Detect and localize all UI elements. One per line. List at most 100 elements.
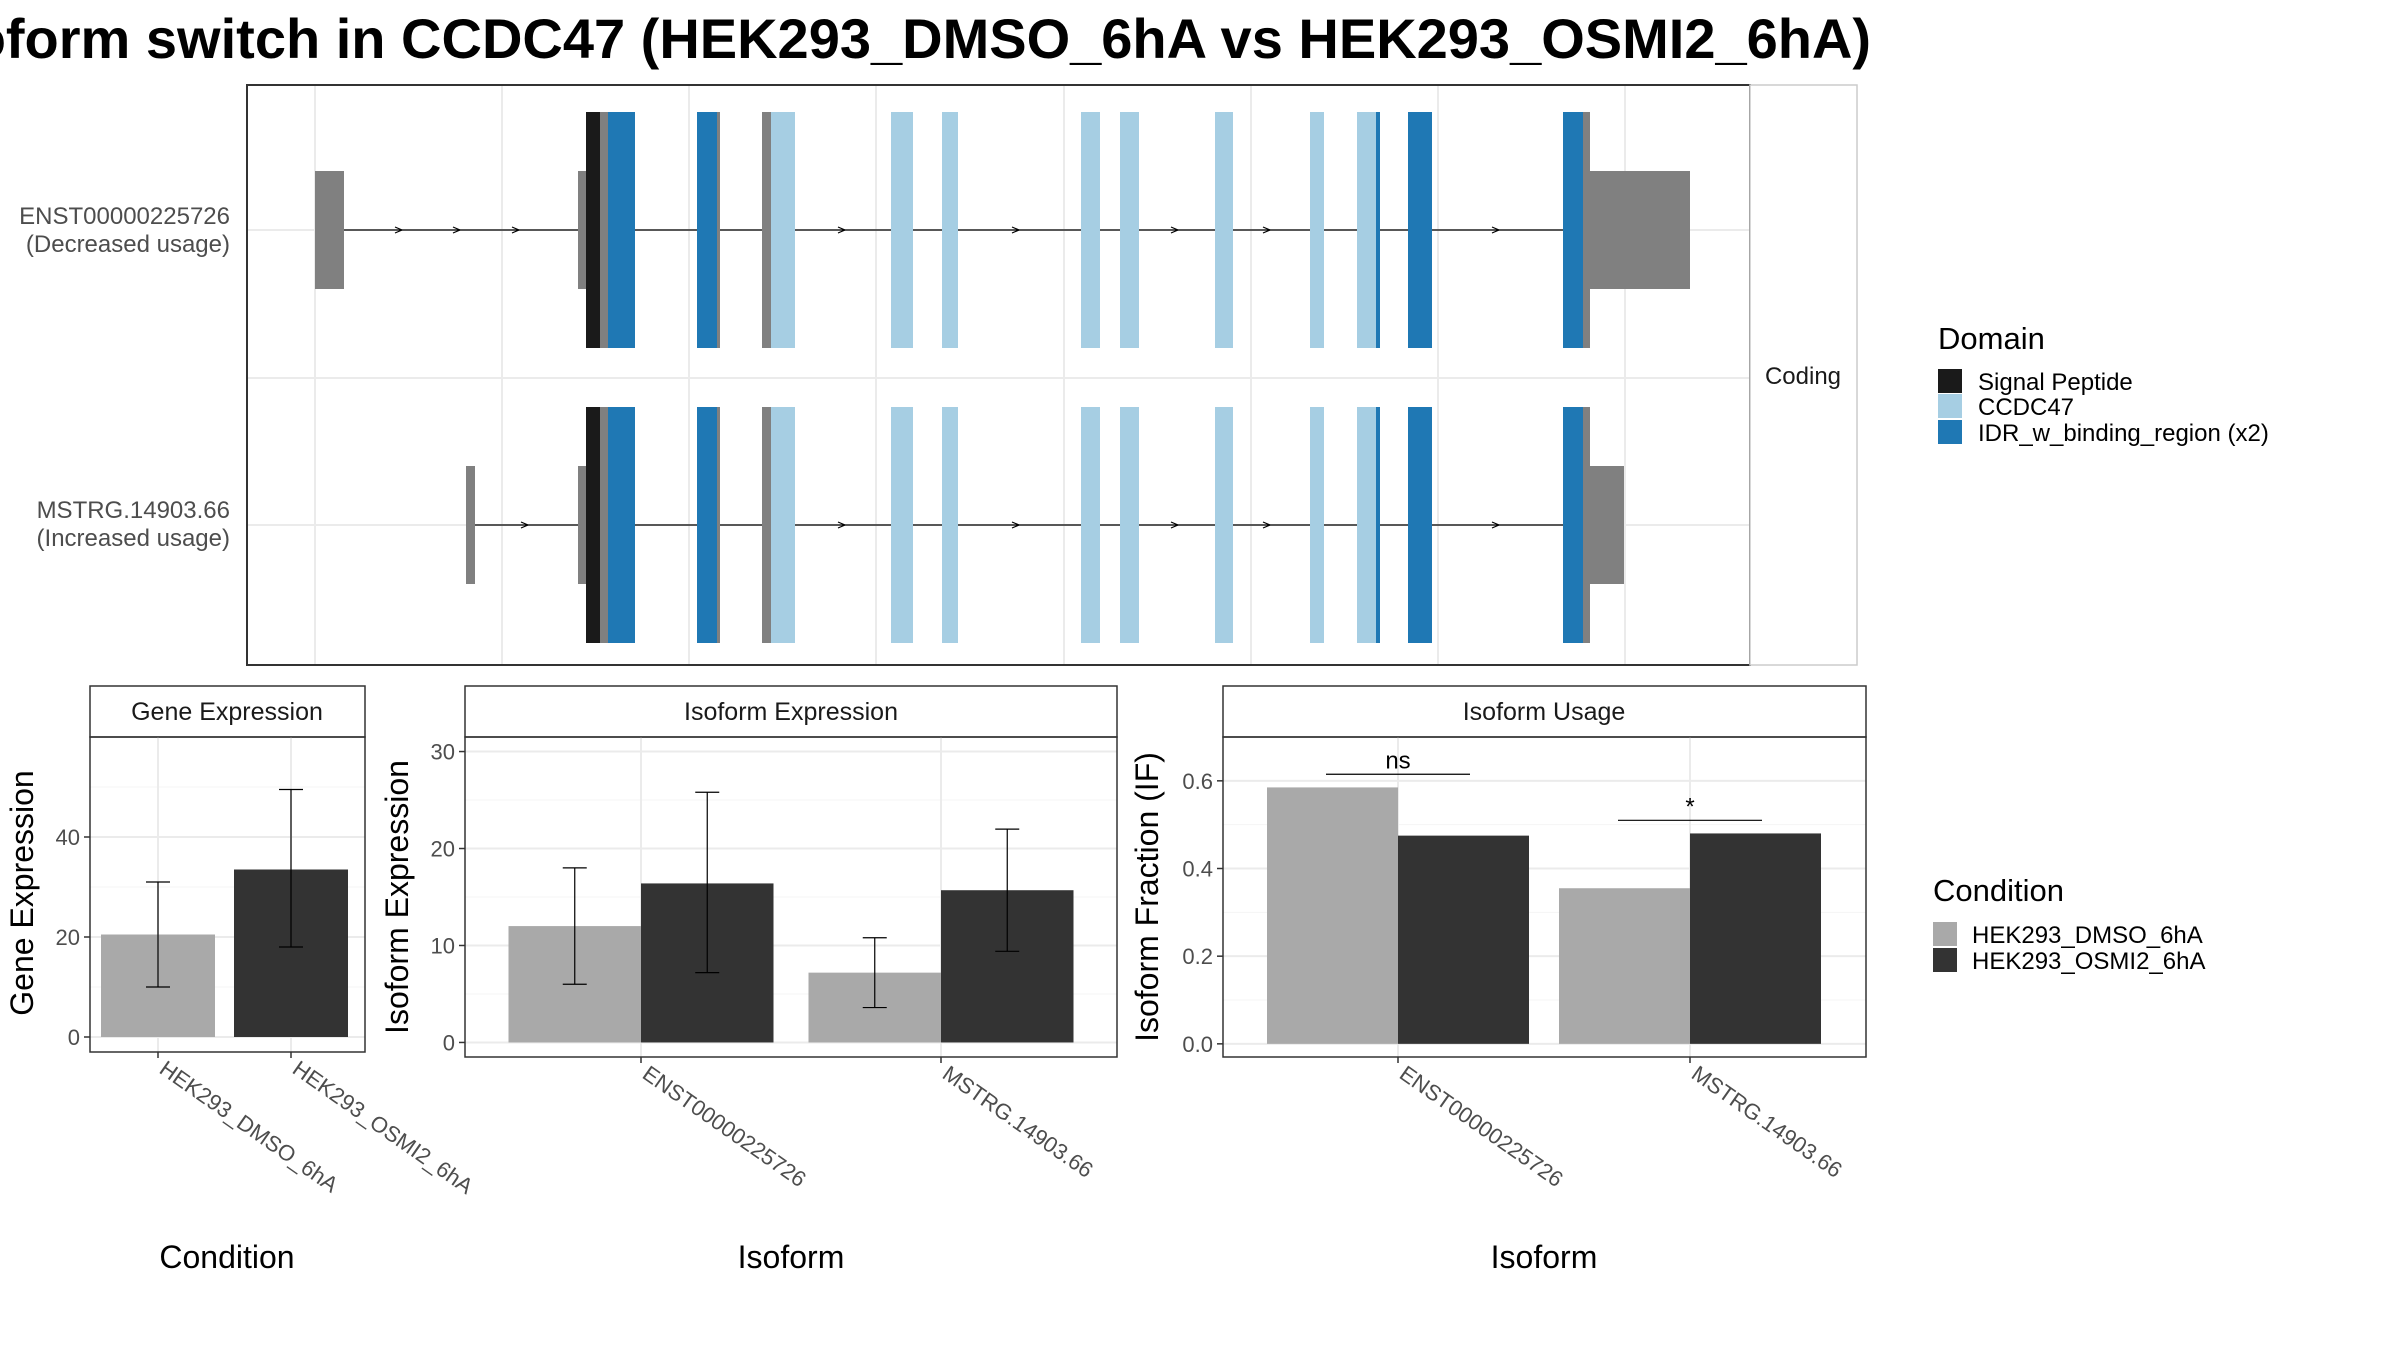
coding-exon-ccdc47 [1357, 407, 1376, 643]
bar [1559, 888, 1690, 1044]
intron-arrow [1170, 521, 1180, 529]
y-tick-label: 0.6 [1182, 769, 1213, 794]
legend-key-idr [1938, 420, 1962, 444]
intron-arrow [520, 521, 530, 529]
coding-exon-utr [717, 407, 720, 643]
coding-exon-idr [1563, 407, 1583, 643]
coding-exon-ccdc47 [1310, 407, 1324, 643]
coding-exon-ccdc47 [1215, 112, 1233, 348]
y-tick-label: 0.0 [1182, 1032, 1213, 1057]
gene-expression-strip-title: Gene Expression [131, 698, 323, 726]
condition-legend-title: Condition [1933, 873, 2064, 908]
coding-exon-ccdc47 [891, 407, 913, 643]
isoform-1-usage-label: (Decreased usage) [26, 231, 230, 258]
coding-exon-signal-peptide [586, 112, 600, 348]
intron-arrow [837, 226, 847, 234]
coding-exon-idr [1376, 407, 1380, 643]
utr5-exon [466, 466, 475, 584]
legend-label-idr: IDR_w_binding_region (x2) [1978, 420, 2269, 447]
coding-exon-idr [1408, 407, 1432, 643]
coding-exon-utr [1583, 407, 1590, 643]
isoform-usage-x-title: Isoform [1491, 1239, 1598, 1275]
legend-label-signal-peptide: Signal Peptide [1978, 369, 2133, 396]
coding-exon-idr [608, 407, 635, 643]
utr5-exon [315, 171, 344, 289]
bar [1267, 787, 1398, 1044]
intron-arrow [1011, 226, 1021, 234]
y-tick-label: 0.2 [1182, 944, 1213, 969]
isoform-usage-panel: Isoform Usage 0.0 0.2 0.4 0.6 ns * ENST0000022… [1129, 685, 1867, 1275]
coding-exon-ccdc47 [942, 112, 958, 348]
structure-panel: Coding ENST00000225726 (Decreased usage)… [19, 84, 1858, 666]
coding-exon-idr [697, 407, 717, 643]
coding-exon-utr [717, 112, 720, 348]
coding-exon-signal-peptide [586, 407, 600, 643]
intron-arrow [1170, 226, 1180, 234]
coding-exon-ccdc47 [771, 112, 795, 348]
y-tick-label: 0 [68, 1025, 80, 1050]
legend-key-dmso [1933, 922, 1957, 946]
legend-label-osmi2: HEK293_OSMI2_6hA [1972, 948, 2205, 975]
y-tick-label: 0.4 [1182, 857, 1213, 882]
gene-expression-y-title: Gene Expression [4, 770, 40, 1015]
coding-exon-utr [600, 112, 608, 348]
intron-arrow [452, 226, 462, 234]
isoform-expression-x-title: Isoform [738, 1239, 845, 1275]
coding-exon-idr [697, 112, 717, 348]
y-tick-label: 20 [56, 925, 80, 950]
condition-legend: Condition HEK293_DMSO_6hA HEK293_OSMI2_6… [1933, 873, 2205, 975]
facet-strip [1749, 84, 1858, 666]
isoform-1-label: ENST00000225726 [19, 203, 230, 230]
y-tick-label: 30 [431, 740, 455, 765]
x-tick-label: ENST00000225726 [1395, 1061, 1568, 1192]
y-tick-label: 20 [431, 837, 455, 862]
gene-expression-x-title: Condition [159, 1239, 294, 1275]
coding-exon-utr [762, 112, 771, 348]
domain-legend-title: Domain [1938, 321, 2045, 356]
legend-key-signal-peptide [1938, 369, 1962, 393]
coding-exon-ccdc47 [1081, 112, 1100, 348]
isoform-2-label: MSTRG.14903.66 [37, 497, 230, 524]
coding-exon-ccdc47 [891, 112, 913, 348]
significance-label: * [1685, 793, 1694, 820]
isoform-usage-frame [1222, 736, 1867, 1058]
utr3-exon [1590, 171, 1690, 289]
isoform-expression-frame [464, 736, 1118, 1058]
x-tick-label: MSTRG.14903.66 [1687, 1061, 1847, 1183]
coding-exon-utr [762, 407, 771, 643]
isoform-2-usage-label: (Increased usage) [37, 525, 230, 552]
coding-exon-ccdc47 [1120, 407, 1139, 643]
intron-arrow [837, 521, 847, 529]
facet-strip-label: Coding [1765, 363, 1841, 390]
utr-exon-edge [578, 466, 586, 584]
y-tick-label: 0 [443, 1030, 455, 1055]
coding-exon-ccdc47 [1081, 407, 1100, 643]
structure-rows [315, 112, 1690, 643]
intron-arrow [1491, 521, 1501, 529]
isoform-row-2 [466, 407, 1624, 643]
utr3-exon [1590, 466, 1624, 584]
coding-exon-utr [1583, 112, 1590, 348]
intron-arrow [1262, 226, 1272, 234]
y-tick-label: 10 [431, 933, 455, 958]
legend-label-dmso: HEK293_DMSO_6hA [1972, 922, 2203, 949]
legend-key-osmi2 [1933, 948, 1957, 972]
coding-exon-idr [1408, 112, 1432, 348]
isoform-usage-y-title: Isoform Fraction (IF) [1129, 752, 1165, 1042]
coding-exon-ccdc47 [1120, 112, 1139, 348]
isoform-usage-plot: 0.0 0.2 0.4 0.6 ns * ENST00000225726 MSTRG.1490… [1182, 737, 1866, 1192]
structure-panel-background [247, 85, 1750, 665]
main-title: Isoform switch in CCDC47 (HEK293_DMSO_6h… [0, 7, 1871, 70]
isoform-expression-panel: Isoform Expression 0 10 20 30 ENST0000022572… [379, 685, 1118, 1275]
coding-exon-ccdc47 [1215, 407, 1233, 643]
coding-exon-ccdc47 [1310, 112, 1324, 348]
utr-exon-edge [578, 171, 586, 289]
intron-arrow [394, 226, 404, 234]
isoform-expression-plot: 0 10 20 30 ENST00000225726 MSTRG.14903.66 [431, 737, 1117, 1192]
x-tick-label: ENST00000225726 [638, 1061, 811, 1192]
domain-legend: Domain Signal Peptide CCDC47 IDR_w_bindi… [1938, 321, 2269, 447]
intron-arrow [1262, 521, 1272, 529]
intron-arrow [1011, 521, 1021, 529]
coding-exon-idr [608, 112, 635, 348]
